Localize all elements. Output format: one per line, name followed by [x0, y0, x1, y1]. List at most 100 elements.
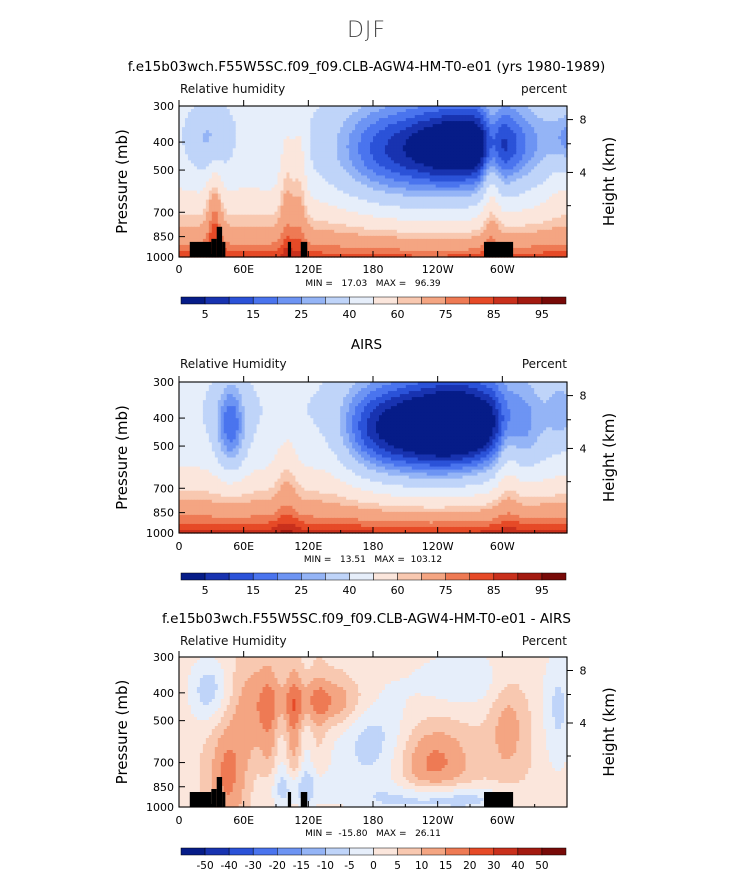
heatmap-cell	[251, 163, 255, 167]
heatmap-cell	[263, 178, 267, 182]
heatmap-cell	[328, 118, 332, 122]
heatmap-cell	[185, 178, 189, 182]
heatmap-cell	[182, 194, 186, 198]
heatmap-cell	[400, 200, 404, 204]
heatmap-cell	[510, 109, 514, 113]
heatmap-cell	[394, 185, 398, 189]
heatmap-cell	[454, 109, 458, 113]
heatmap-cell	[319, 136, 323, 140]
heatmap-cell	[325, 112, 329, 116]
heatmap-cell	[212, 178, 216, 182]
heatmap-cell	[561, 182, 565, 186]
heatmap-cell	[206, 145, 210, 149]
heatmap-cell	[242, 127, 246, 131]
heatmap-cell	[561, 148, 565, 152]
heatmap-cell	[471, 218, 475, 222]
heatmap-cell	[469, 175, 473, 179]
heatmap-cell	[394, 154, 398, 158]
heatmap-cell	[483, 185, 487, 189]
heatmap-cell	[337, 212, 341, 216]
heatmap-cell	[343, 163, 347, 167]
heatmap-cell	[421, 203, 425, 207]
heatmap-cell	[471, 118, 475, 122]
heatmap-cell	[263, 203, 267, 207]
heatmap-cell	[460, 148, 464, 152]
heatmap-cell	[448, 166, 452, 170]
heatmap-cell	[260, 136, 264, 140]
heatmap-cell	[269, 106, 273, 110]
heatmap-cell	[325, 212, 329, 216]
heatmap-cell	[531, 197, 535, 201]
heatmap-cell	[370, 169, 374, 173]
heatmap-cell	[286, 215, 290, 219]
heatmap-cell	[236, 112, 240, 116]
heatmap-cell	[319, 115, 323, 119]
heatmap-cell	[558, 178, 562, 182]
heatmap-cell	[191, 218, 195, 222]
heatmap-cell	[543, 191, 547, 195]
heatmap-cell	[337, 166, 341, 170]
heatmap-cell	[316, 145, 320, 149]
heatmap-cell	[182, 191, 186, 195]
heatmap-cell	[492, 209, 496, 213]
heatmap-cell	[197, 142, 201, 146]
heatmap-cell	[442, 163, 446, 167]
heatmap-cell	[421, 109, 425, 113]
heatmap-cell	[212, 163, 216, 167]
heatmap-cell	[460, 145, 464, 149]
heatmap-cell	[248, 112, 252, 116]
heatmap-cell	[227, 215, 231, 219]
heatmap-cell	[322, 188, 326, 192]
heatmap-cell	[239, 157, 243, 161]
heatmap-cell	[206, 188, 210, 192]
heatmap-cell	[343, 200, 347, 204]
heatmap-cell	[304, 154, 308, 158]
heatmap-cell	[242, 200, 246, 204]
heatmap-cell	[358, 145, 362, 149]
heatmap-cell	[540, 151, 544, 155]
heatmap-cell	[188, 112, 192, 116]
heatmap-cell	[460, 191, 464, 195]
heatmap-cell	[418, 127, 422, 131]
heatmap-cell	[269, 130, 273, 134]
heatmap-cell	[319, 124, 323, 128]
heatmap-cell	[304, 200, 308, 204]
heatmap-cell	[540, 106, 544, 110]
heatmap-cell	[552, 130, 556, 134]
heatmap-cell	[251, 133, 255, 137]
heatmap-cell	[346, 175, 350, 179]
heatmap-cell	[218, 124, 222, 128]
heatmap-cell	[394, 151, 398, 155]
heatmap-cell	[191, 209, 195, 213]
heatmap-cell	[385, 175, 389, 179]
heatmap-cell	[394, 148, 398, 152]
heatmap-cell	[388, 206, 392, 210]
heatmap-cell	[367, 175, 371, 179]
heatmap-cell	[382, 212, 386, 216]
heatmap-cell	[185, 197, 189, 201]
heatmap-cell	[260, 121, 264, 125]
heatmap-cell	[328, 191, 332, 195]
heatmap-cell	[561, 166, 565, 170]
heatmap-cell	[480, 145, 484, 149]
heatmap-cell	[540, 218, 544, 222]
heatmap-cell	[260, 118, 264, 122]
heatmap-cell	[221, 136, 225, 140]
heatmap-cell	[251, 118, 255, 122]
heatmap-cell	[218, 148, 222, 152]
heatmap-cell	[209, 212, 213, 216]
heatmap-cell	[531, 166, 535, 170]
heatmap-cell	[352, 206, 356, 210]
heatmap-cell	[555, 166, 559, 170]
heatmap-cell	[474, 118, 478, 122]
heatmap-cell	[489, 182, 493, 186]
heatmap-cell	[307, 163, 311, 167]
heatmap-cell	[483, 133, 487, 137]
heatmap-cell	[254, 182, 258, 186]
heatmap-cell	[313, 106, 317, 110]
heatmap-cell	[388, 160, 392, 164]
heatmap-cell	[364, 109, 368, 113]
heatmap-cell	[304, 206, 308, 210]
heatmap-cell	[397, 215, 401, 219]
heatmap-cell	[486, 203, 490, 207]
